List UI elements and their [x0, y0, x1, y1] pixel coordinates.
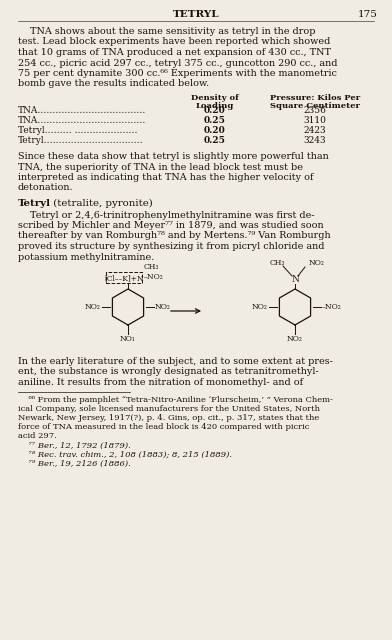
Text: acid 297.: acid 297. [18, 432, 57, 440]
Text: ent, the substance is wrongly designated as tetranitromethyl-: ent, the substance is wrongly designated… [18, 367, 319, 376]
Text: TNA, the superiority of TNA in the lead block test must be: TNA, the superiority of TNA in the lead … [18, 163, 303, 172]
Text: ⁷⁷ Ber., 12, 1792 (1879).: ⁷⁷ Ber., 12, 1792 (1879). [18, 442, 131, 449]
Text: proved its structure by synthesizing it from picryl chloride and: proved its structure by synthesizing it … [18, 242, 325, 251]
Text: Tetryl……… …………………: Tetryl……… ………………… [18, 126, 138, 135]
Text: that 10 grams of TNA produced a net expansion of 430 cc., TNT: that 10 grams of TNA produced a net expa… [18, 48, 331, 57]
Text: 2423: 2423 [304, 126, 326, 135]
Text: Tetryl……………………………: Tetryl…………………………… [18, 136, 143, 145]
Text: NO₂: NO₂ [287, 335, 303, 343]
Text: (tetralite, pyronite): (tetralite, pyronite) [50, 199, 153, 208]
Text: –NO₂: –NO₂ [322, 303, 342, 311]
Text: 0.25: 0.25 [204, 116, 226, 125]
Text: aniline. It results from the nitration of monomethyl- and of: aniline. It results from the nitration o… [18, 378, 303, 387]
Text: test. Lead block experiments have been reported which showed: test. Lead block experiments have been r… [18, 38, 330, 47]
Text: Density of: Density of [191, 94, 239, 102]
Text: potassium methylnitramine.: potassium methylnitramine. [18, 253, 154, 262]
Text: ⁶⁶ From the pamphlet “Tetra-Nitro-Aniline ‘Flurscheim,’ ” Verona Chem-: ⁶⁶ From the pamphlet “Tetra-Nitro-Anilin… [18, 396, 333, 403]
Text: [Cl––K]+N: [Cl––K]+N [104, 274, 144, 282]
Text: Tetryl: Tetryl [18, 199, 51, 208]
Text: 2356: 2356 [303, 106, 327, 115]
Text: CH₃: CH₃ [269, 259, 285, 267]
Text: TETRYL: TETRYL [173, 10, 219, 19]
Text: thereafter by van Romburgh⁷⁸ and by Mertens.⁷⁹ Van Romburgh: thereafter by van Romburgh⁷⁸ and by Mert… [18, 232, 330, 241]
Text: 0.20: 0.20 [204, 106, 226, 115]
Text: TNA shows about the same sensitivity as tetryl in the drop: TNA shows about the same sensitivity as … [18, 27, 316, 36]
Text: scribed by Michler and Meyer⁷⁷ in 1879, and was studied soon: scribed by Michler and Meyer⁷⁷ in 1879, … [18, 221, 324, 230]
Text: N: N [291, 275, 299, 284]
Text: NO₂: NO₂ [155, 303, 171, 311]
Text: 0.20: 0.20 [204, 126, 226, 135]
Text: Newark, New Jersey, 1917(?), p. 4. Gins, op. cit., p. 317, states that the: Newark, New Jersey, 1917(?), p. 4. Gins,… [18, 414, 319, 422]
Text: TNA………………………………: TNA……………………………… [18, 106, 146, 115]
Text: 3110: 3110 [303, 116, 327, 125]
Text: NO₂: NO₂ [85, 303, 101, 311]
Text: ical Company, sole licensed manufacturers for the United States, North: ical Company, sole licensed manufacturer… [18, 404, 320, 413]
Text: detonation.: detonation. [18, 184, 73, 193]
Text: 0.25: 0.25 [204, 136, 226, 145]
Text: 254 cc., picric acid 297 cc., tetryl 375 cc., guncotton 290 cc., and: 254 cc., picric acid 297 cc., tetryl 375… [18, 58, 338, 67]
Text: ⁷⁹ Ber., 19, 2126 (1886).: ⁷⁹ Ber., 19, 2126 (1886). [18, 460, 131, 468]
Text: interpreted as indicating that TNA has the higher velocity of: interpreted as indicating that TNA has t… [18, 173, 314, 182]
Text: force of TNA measured in the lead block is 420 compared with picric: force of TNA measured in the lead block … [18, 423, 309, 431]
Text: Square Centimeter: Square Centimeter [270, 102, 360, 110]
Text: –NO₂: –NO₂ [144, 273, 164, 281]
Text: Since these data show that tetryl is slightly more powerful than: Since these data show that tetryl is sli… [18, 152, 329, 161]
Text: 75 per cent dynamite 300 cc.⁶⁶ Experiments with the manometric: 75 per cent dynamite 300 cc.⁶⁶ Experimen… [18, 69, 337, 78]
Text: Pressure: Kilos Per: Pressure: Kilos Per [270, 94, 360, 102]
Text: 3243: 3243 [304, 136, 326, 145]
Text: NO₂: NO₂ [309, 259, 325, 267]
Text: TNA………………………………: TNA……………………………… [18, 116, 146, 125]
Text: 175: 175 [358, 10, 378, 19]
Text: CH₃: CH₃ [144, 263, 160, 271]
Text: ⁷⁸ Rec. trav. chim., 2, 108 (1883); 8, 215 (1889).: ⁷⁸ Rec. trav. chim., 2, 108 (1883); 8, 2… [18, 451, 232, 459]
Text: In the early literature of the subject, and to some extent at pres-: In the early literature of the subject, … [18, 357, 333, 366]
Text: Tetryl or 2,4,6-trinitrophenylmethylnitramine was first de-: Tetryl or 2,4,6-trinitrophenylmethylnitr… [18, 211, 315, 220]
Text: Loading: Loading [196, 102, 234, 110]
Text: bomb gave the results indicated below.: bomb gave the results indicated below. [18, 79, 209, 88]
Text: NO₁: NO₁ [120, 335, 136, 343]
Text: NO₂: NO₂ [252, 303, 268, 311]
